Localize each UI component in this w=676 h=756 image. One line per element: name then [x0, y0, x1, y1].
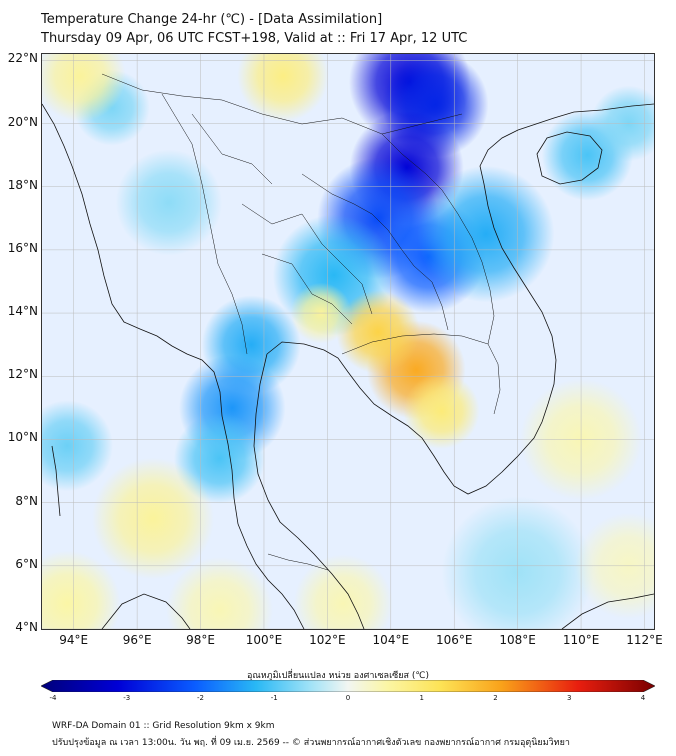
temperature-anomaly-blob [403, 373, 480, 449]
longitude-label: 98°E [186, 633, 215, 647]
latitude-label: 12°N [7, 367, 38, 382]
colorbar-tick-label: -1 [270, 694, 278, 702]
temperature-anomaly-blob [42, 400, 114, 492]
temperature-anomaly-blob [42, 54, 126, 122]
province-lines-3 [191, 113, 273, 185]
province-lines-1 [241, 203, 373, 315]
colorbar-tick-label: 0 [345, 694, 351, 702]
latitude-label: 20°N [7, 114, 38, 129]
footer-credit: ปรับปรุงข้อมูล ณ เวลา 13:00น. วัน พฤ. ที… [52, 738, 570, 748]
longitude-label: 108°E [499, 633, 536, 647]
coastline-vietnam [479, 103, 654, 405]
map-title: Temperature Change 24-hr (℃) - [Data Ass… [41, 12, 383, 27]
temperature-anomaly-blob [42, 550, 121, 629]
coastline-andaman [51, 445, 61, 517]
longitude-label: 104°E [372, 633, 410, 647]
temperature-anomaly-blob [293, 554, 393, 629]
coastline-sumatra [101, 593, 191, 629]
latitude-label: 16°N [7, 240, 38, 255]
border-cambodia [341, 333, 501, 415]
longitude-label: 106°E [435, 633, 473, 647]
temperature-anomaly-blob [166, 556, 273, 629]
temperature-anomaly-blob [237, 54, 329, 122]
temperature-field [42, 54, 654, 629]
map-panel [41, 53, 655, 630]
longitude-label: 110°E [562, 633, 600, 647]
graticule [42, 54, 654, 629]
colorbar-tick-label: 4 [640, 694, 646, 702]
latitude-label: 10°N [7, 430, 38, 445]
longitude-label: 96°E [122, 633, 152, 647]
colorbar-tick-label: -2 [197, 694, 204, 702]
latitude-label: 6°N [15, 556, 38, 571]
latitude-label: 4°N [15, 620, 38, 634]
footer-model-info: WRF-DA Domain 01 :: Grid Resolution 9km … [52, 721, 275, 731]
map-subtitle: Thursday 09 Apr, 06 UTC FCST+198, Valid … [41, 31, 468, 46]
colorbar-tick-label: 3 [567, 694, 572, 702]
longitude-label: 100°E [245, 633, 283, 647]
temperature-anomaly-blob [336, 290, 420, 374]
longitude-label: 112°E [626, 633, 663, 647]
coastline-gulf-north [266, 341, 549, 495]
latitude-label: 14°N [7, 304, 38, 319]
coastline-myanmar-west [42, 103, 239, 525]
border-laos-vietnam [381, 133, 495, 345]
colorbar-title: อุณหภูมิเปลี่ยนแปลง หน่วย องศาเซลเซียส (… [246, 671, 430, 681]
latitude-label: 18°N [7, 177, 38, 192]
colorbar-tick-label: -3 [123, 694, 131, 702]
border-thailand-laos [301, 173, 449, 331]
temperature-anomaly-blob [115, 149, 223, 256]
border-myanmar-thailand [161, 93, 248, 355]
border-malaysia-thailand [267, 553, 329, 571]
colorbar-tick-label: 1 [419, 694, 424, 702]
colorbar-tick-label: 2 [493, 694, 498, 702]
longitude-label: 94°E [59, 633, 89, 647]
temperature-anomaly-blob [92, 457, 214, 580]
province-lines-2 [261, 253, 353, 325]
longitude-label: 102°E [309, 633, 346, 647]
temperature-anomaly-blob [417, 165, 555, 303]
temperature-change-map [42, 54, 654, 629]
coastline-borneo [561, 593, 654, 629]
latitude-label: 22°N [7, 51, 38, 66]
coastline-peninsula-west [237, 523, 305, 629]
coastline-hainan [536, 131, 603, 185]
coastline-peninsula-east [253, 353, 365, 629]
colorbar-tick-label: -4 [49, 694, 57, 702]
coastlines [42, 73, 654, 629]
colorbar-gradient [41, 680, 655, 692]
latitude-label: 8°N [15, 493, 38, 508]
border-china [101, 73, 463, 135]
colorbar [41, 680, 655, 692]
